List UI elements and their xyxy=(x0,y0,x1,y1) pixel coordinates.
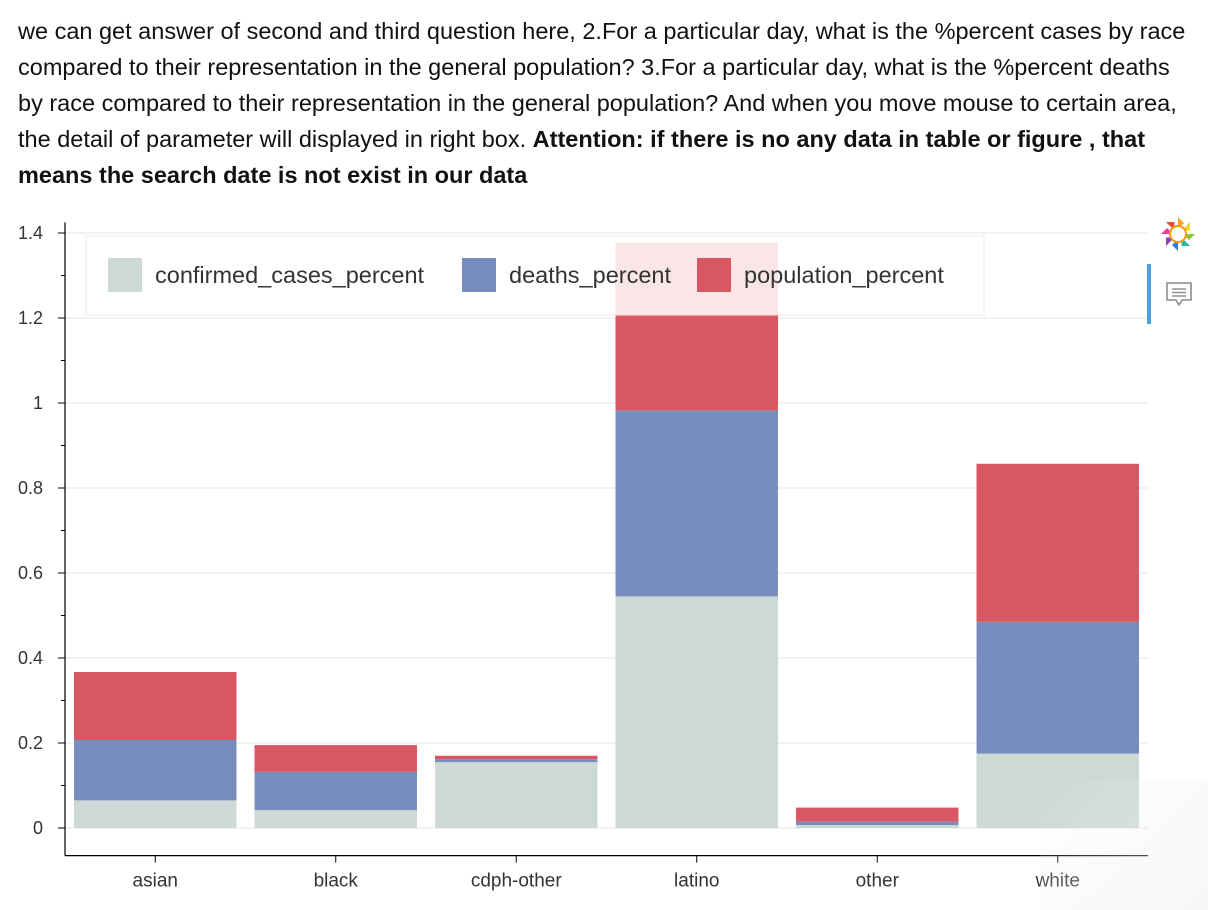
bar-asian-population_percent[interactable] xyxy=(74,672,237,741)
y-tick-label: 0.8 xyxy=(18,478,43,498)
bar-white-population_percent[interactable] xyxy=(976,463,1139,622)
legend-label: confirmed_cases_percent xyxy=(155,262,425,288)
legend-box xyxy=(85,235,985,316)
attention-note: Attention: if there is no any data in ta… xyxy=(18,126,1146,188)
legend-item-confirmed_cases_percent[interactable]: confirmed_cases_percent xyxy=(108,258,425,292)
bar-other-deaths_percent[interactable] xyxy=(796,821,959,826)
x-tick-label: black xyxy=(314,871,359,892)
legend-swatch xyxy=(697,258,731,292)
x-tick-label: cdph-other xyxy=(471,871,563,892)
y-tick-label: 0.4 xyxy=(18,648,43,668)
legend[interactable]: confirmed_cases_percent deaths_percent pop… xyxy=(85,235,985,316)
bar-other-population_percent[interactable] xyxy=(796,807,959,822)
y-tick-label: 1.4 xyxy=(18,223,43,243)
toolbar-active-indicator xyxy=(1147,264,1151,324)
legend-label: deaths_percent xyxy=(509,262,671,288)
bar-latino-deaths_percent[interactable] xyxy=(615,410,778,597)
bar-cdph-other-population_percent[interactable] xyxy=(435,755,598,760)
bar-asian-confirmed_cases_percent[interactable] xyxy=(74,800,237,828)
x-tick-label: other xyxy=(856,871,900,892)
y-tick-label: 1.2 xyxy=(18,308,43,328)
legend-item-deaths_percent[interactable]: deaths_percent xyxy=(462,258,671,292)
legend-swatch xyxy=(108,258,142,292)
legend-label: population_percent xyxy=(744,262,944,288)
grid-lines xyxy=(65,232,1148,829)
y-tick-label: 0.6 xyxy=(18,563,43,583)
intro-text: we can get answer of second and third qu… xyxy=(18,18,1186,152)
x-tick-label: asian xyxy=(133,871,178,892)
bokeh-logo-icon[interactable] xyxy=(1158,214,1198,254)
y-tick-label: 0.2 xyxy=(18,733,43,753)
bar-white-deaths_percent[interactable] xyxy=(976,621,1139,754)
y-tick-label: 0 xyxy=(33,818,43,838)
legend-swatch xyxy=(462,258,496,292)
legend-item-population_percent[interactable]: population_percent xyxy=(697,258,944,292)
y-tick-label: 1 xyxy=(33,393,43,413)
bar-latino-confirmed_cases_percent[interactable] xyxy=(615,596,778,828)
bar-black-confirmed_cases_percent[interactable] xyxy=(254,810,417,828)
intro-paragraph: we can get answer of second and third qu… xyxy=(18,13,1200,193)
bar-black-deaths_percent[interactable] xyxy=(254,771,417,811)
hover-tool-icon[interactable] xyxy=(1164,280,1194,310)
x-tick-label: white xyxy=(1035,871,1080,892)
bar-white-confirmed_cases_percent[interactable] xyxy=(976,753,1139,828)
bar-cdph-other-deaths_percent[interactable] xyxy=(435,759,598,763)
bar-cdph-other-confirmed_cases_percent[interactable] xyxy=(435,762,598,828)
x-tick-label: latino xyxy=(674,871,719,892)
bar-asian-deaths_percent[interactable] xyxy=(74,740,237,801)
bar-black-population_percent[interactable] xyxy=(254,745,417,772)
bars[interactable] xyxy=(74,242,1139,828)
bar-other-confirmed_cases_percent[interactable] xyxy=(796,825,959,828)
